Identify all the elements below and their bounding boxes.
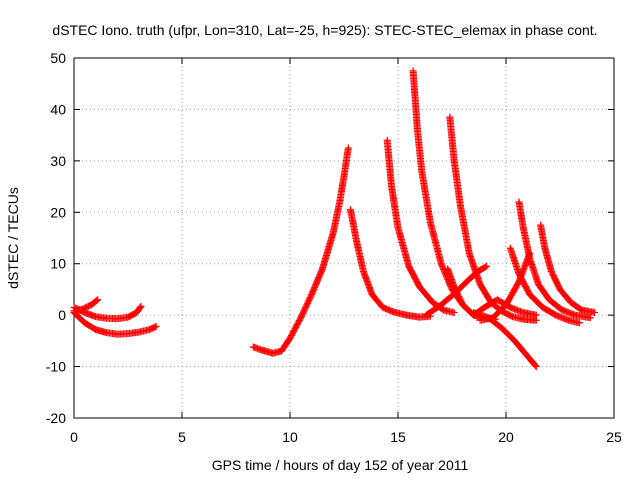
plot-frame — [73, 57, 615, 419]
data-point — [450, 309, 458, 317]
series-12 — [506, 244, 583, 327]
series-1 — [70, 302, 145, 323]
y-tick-label: 50 — [50, 50, 66, 66]
y-ticks: -20 -10 0 10 20 30 40 50 — [46, 50, 614, 426]
data-point — [532, 311, 540, 319]
data-point — [152, 322, 160, 330]
y-tick-label: 10 — [50, 256, 66, 272]
data-series — [70, 67, 599, 371]
series-7 — [446, 113, 540, 324]
chart-title: dSTEC Iono. truth (ufpr, Lon=310, Lat=-2… — [52, 22, 597, 38]
y-tick-label: 20 — [50, 204, 66, 220]
y-tick-label: -20 — [46, 410, 66, 426]
data-point — [137, 302, 145, 310]
data-point — [136, 304, 144, 312]
x-tick-label: 20 — [498, 429, 514, 445]
x-tick-label: 0 — [70, 429, 78, 445]
y-tick-label: 0 — [58, 307, 66, 323]
x-tick-label: 5 — [178, 429, 186, 445]
series-2 — [70, 309, 160, 338]
series-13 — [515, 198, 594, 322]
data-point — [483, 262, 491, 270]
series-14 — [537, 221, 599, 317]
data-point — [586, 314, 594, 322]
series-11 — [470, 309, 540, 371]
series-4 — [346, 206, 434, 321]
x-ticks: 0 5 10 15 20 25 — [70, 58, 622, 445]
x-tick-label: 15 — [390, 429, 406, 445]
data-point — [94, 296, 102, 304]
series-8 — [422, 262, 491, 319]
x-tick-label: 10 — [282, 429, 298, 445]
x-axis-label: GPS time / hours of day 152 of year 2011 — [212, 457, 469, 473]
data-point — [344, 144, 352, 152]
data-point — [531, 361, 539, 369]
data-point — [591, 309, 599, 317]
series-3 — [249, 144, 352, 357]
data-point — [532, 363, 540, 371]
y-tick-label: -10 — [46, 359, 66, 375]
data-point — [151, 323, 159, 331]
x-tick-label: 25 — [606, 429, 622, 445]
y-tick-label: 40 — [50, 101, 66, 117]
y-tick-label: 30 — [50, 153, 66, 169]
y-axis-label: dSTEC / TECUs — [5, 187, 21, 289]
data-point — [93, 297, 101, 305]
series-5 — [383, 136, 458, 317]
data-point — [575, 319, 583, 327]
data-point — [481, 263, 489, 271]
